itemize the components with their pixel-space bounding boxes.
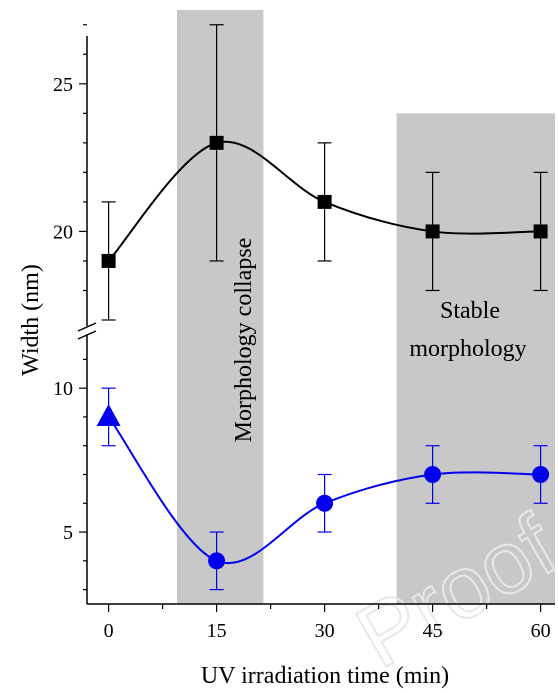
annotation-stable-line1: Stable [440,298,500,324]
data-point-circle [424,466,442,483]
axis-break-mark [77,322,97,332]
x-tick-label: 45 [423,620,443,642]
data-point-square [209,135,224,150]
y-tick-label: 10 [53,378,73,400]
shaded-regions [177,10,555,604]
axis-break-mark [77,330,97,340]
data-point-circle [316,494,334,512]
x-tick-label: 60 [531,620,551,642]
data-point-circle [208,552,226,570]
y-tick-label: 5 [63,522,73,544]
data-point-circle [532,466,550,483]
annotation-stable-line2: morphology [409,336,526,362]
y-tick-label: 25 [53,74,73,96]
y-axis-title: Width (nm) [18,264,44,376]
x-axis-title: UV irradiation time (min) [201,663,449,689]
shaded-region-1 [177,10,264,604]
annotation-collapse: Morphology collapse [231,238,257,443]
y-tick-label: 20 [53,221,73,243]
data-point-square [317,194,332,209]
data-point-square [533,224,548,239]
data-point-square [425,224,440,239]
series [96,24,550,591]
x-tick-label: 0 [104,620,114,642]
data-point-square [101,253,116,268]
x-tick-label: 30 [315,620,335,642]
data-point-triangle [96,403,121,426]
x-tick-label: 15 [207,620,227,642]
shaded-region-2 [396,113,555,604]
axes: 0 15 30 45 60 5 10 20 25 [53,24,555,642]
series-2-line [107,416,541,564]
annotations: Morphology collapse Stable morphology [231,238,527,443]
